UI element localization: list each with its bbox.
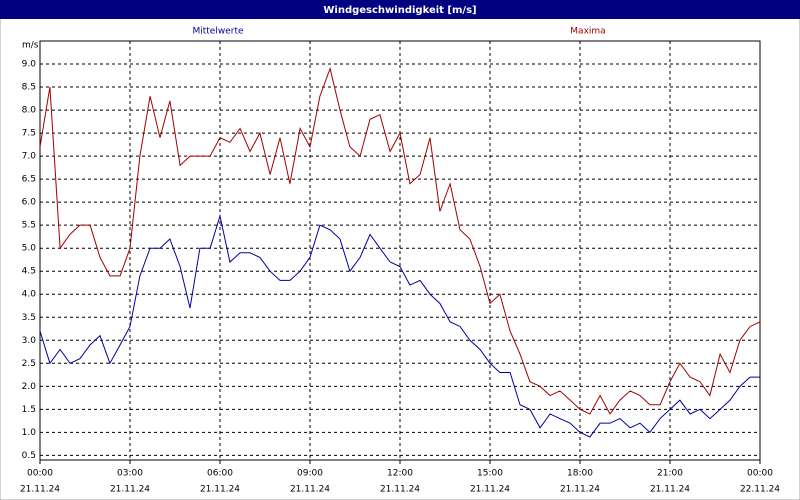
x-tick-label: 03:00 [117,469,143,479]
y-tick-label: 7.5 [22,129,36,139]
y-tick-label: 1.5 [22,405,36,415]
chart-title: Windgeschwindigkeit [m/s] [323,5,476,16]
y-tick-label: 3.5 [22,313,36,323]
y-unit: m/s [22,41,39,51]
y-tick-label: 4.0 [22,290,37,300]
y-tick-label: 9.0 [22,60,37,70]
x-tick-date: 21.11.24 [470,485,510,495]
x-tick-date: 21.11.24 [20,485,60,495]
x-tick-date: 21.11.24 [380,485,420,495]
x-tick-date: 21.11.24 [290,485,330,495]
y-tick-label: 7.0 [22,152,37,162]
y-tick-label: 0.5 [22,451,36,461]
legend-label: Maxima [570,27,605,37]
title-bar [0,0,800,19]
y-tick-label: 5.0 [22,244,37,254]
x-tick-date: 22.11.24 [740,485,780,495]
x-tick-label: 12:00 [387,469,413,479]
y-tick-label: 1.0 [22,428,37,438]
y-tick-label: 4.5 [22,267,36,277]
x-tick-label: 06:00 [207,469,233,479]
x-tick-date: 21.11.24 [560,485,600,495]
series-line [39,66,761,415]
y-tick-label: 8.5 [22,83,36,93]
y-tick-label: 2.5 [22,359,36,369]
x-tick-label: 15:00 [477,469,503,479]
legend-label: Mittelwerte [192,27,243,37]
x-tick-label: 00:00 [27,469,53,479]
x-tick-date: 21.11.24 [650,485,690,495]
y-tick-label: 2.0 [22,382,37,392]
y-tick-label: 6.0 [22,198,37,208]
x-tick-label: 09:00 [297,469,323,479]
x-tick-date: 21.11.24 [200,485,240,495]
x-tick-label: 00:00 [747,469,773,479]
y-tick-label: 5.5 [22,221,36,231]
series-line [39,213,760,438]
y-tick-label: 6.5 [22,175,36,185]
x-tick-label: 21:00 [657,469,683,479]
y-tick-label: 8.0 [22,106,37,116]
x-tick-label: 18:00 [567,469,593,479]
x-tick-date: 21.11.24 [110,485,150,495]
y-tick-label: 3.0 [22,336,37,346]
